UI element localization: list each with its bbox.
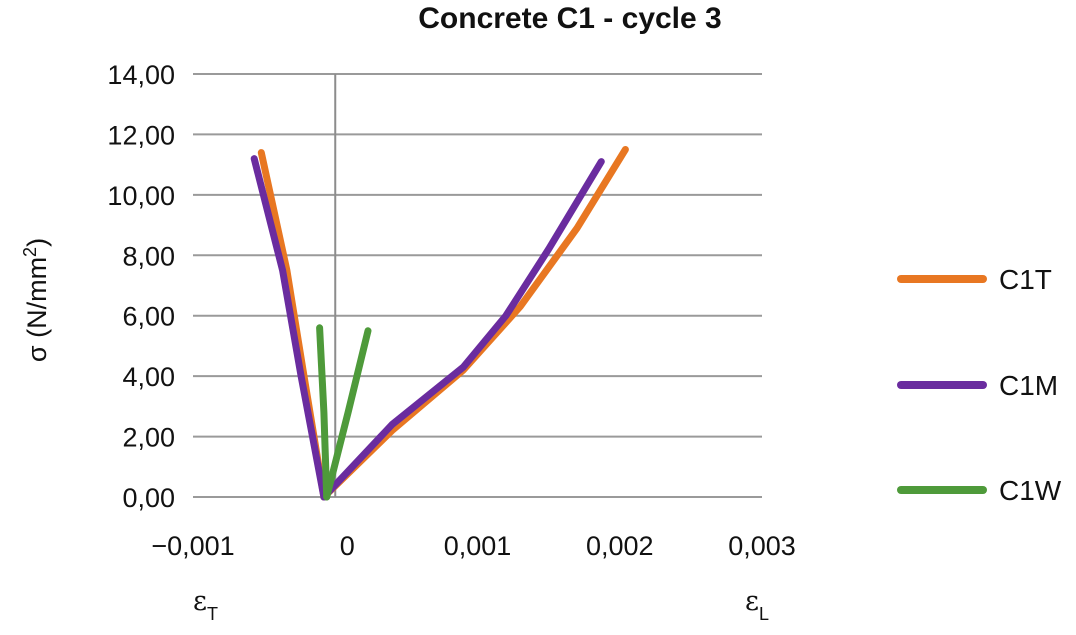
x-axis-label-longitudinal: εL	[745, 586, 769, 624]
x-tick-label: 0,002	[586, 531, 654, 561]
y-tick-labels: 0,00 2,00 4,00 6,00 8,00 10,00 12,00 14,00	[107, 60, 175, 513]
x-axis-label-longitudinal-main: ε	[745, 586, 759, 617]
legend: C1T C1M C1W	[897, 264, 1062, 506]
gridlines	[193, 73, 762, 498]
y-tick-label: 12,00	[107, 120, 175, 150]
y-tick-label: 8,00	[122, 241, 175, 271]
y-tick-label: 14,00	[107, 60, 175, 90]
y-axis-label-sup: 2	[20, 247, 40, 257]
series-line-c1w-longitudinal	[323, 327, 372, 501]
data-series	[250, 146, 629, 501]
y-axis-label-main: σ (N/mm	[22, 257, 52, 362]
y-axis-label-close: )	[22, 238, 52, 247]
x-tick-label: 0	[340, 531, 355, 561]
legend-item-c1t: C1T	[897, 264, 1052, 295]
legend-label: C1M	[999, 370, 1058, 401]
y-tick-label: 4,00	[122, 362, 175, 392]
series-line-c1m-transverse	[250, 155, 328, 501]
x-tick-label: 0,001	[444, 531, 512, 561]
series-c1w	[316, 324, 372, 501]
y-tick-label: 10,00	[107, 181, 175, 211]
y-tick-label: 0,00	[122, 483, 175, 513]
x-axis-label-longitudinal-sub: L	[759, 604, 769, 624]
y-axis-label: σ (N/mm2)	[20, 238, 52, 362]
x-tick-label: −0,001	[151, 531, 234, 561]
y-tick-label: 2,00	[122, 423, 175, 453]
legend-item-c1w: C1W	[897, 475, 1062, 506]
legend-label: C1W	[999, 475, 1062, 506]
series-c1m	[250, 155, 605, 501]
chart-title: Concrete C1 - cycle 3	[418, 2, 721, 35]
series-line-c1m-longitudinal	[320, 158, 605, 501]
x-axis-label-transverse: εT	[193, 586, 218, 624]
y-tick-label: 6,00	[122, 302, 175, 332]
series-line-c1w-transverse	[316, 324, 331, 501]
x-tick-label: 0,003	[728, 531, 796, 561]
legend-label: C1T	[999, 264, 1052, 295]
x-axis-label-transverse-main: ε	[193, 586, 207, 617]
legend-item-c1m: C1M	[897, 370, 1058, 401]
x-axis-label-transverse-sub: T	[207, 604, 218, 624]
x-tick-labels: −0,001 0 0,001 0,002 0,003	[151, 531, 795, 561]
